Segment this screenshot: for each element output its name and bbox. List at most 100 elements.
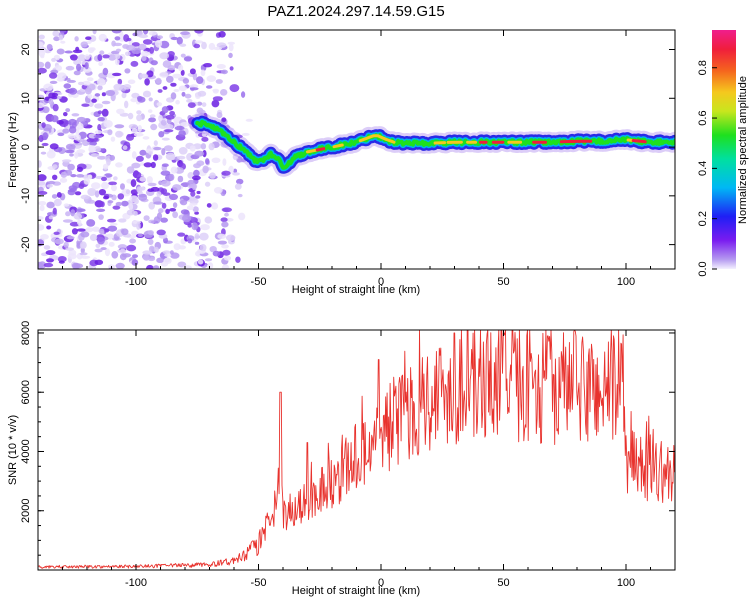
noise-point bbox=[207, 262, 214, 269]
noise-point bbox=[137, 233, 143, 237]
noise-point bbox=[136, 221, 141, 230]
noise-point bbox=[102, 163, 109, 170]
noise-point bbox=[95, 243, 101, 248]
noise-point bbox=[94, 103, 104, 109]
noise-point bbox=[161, 202, 167, 209]
noise-point bbox=[114, 53, 121, 60]
noise-point bbox=[94, 190, 100, 198]
noise-point bbox=[194, 241, 200, 245]
noise-point bbox=[206, 85, 213, 89]
noise-point bbox=[108, 181, 117, 186]
noise-point bbox=[121, 92, 127, 99]
noise-point bbox=[76, 166, 83, 172]
noise-point bbox=[160, 188, 168, 195]
noise-point bbox=[65, 247, 74, 251]
noise-point bbox=[85, 227, 94, 233]
noise-point bbox=[46, 201, 55, 209]
noise-point bbox=[135, 155, 144, 162]
noise-point bbox=[98, 189, 106, 196]
noise-point bbox=[223, 255, 232, 261]
colorbar-gradient bbox=[712, 30, 736, 269]
noise-point bbox=[170, 92, 177, 100]
noise-point bbox=[131, 151, 137, 159]
noise-point bbox=[60, 40, 66, 44]
noise-point bbox=[209, 172, 216, 179]
noise-point bbox=[63, 203, 70, 207]
noise-point bbox=[245, 118, 253, 122]
noise-point bbox=[130, 60, 139, 67]
noise-point bbox=[153, 140, 158, 147]
noise-point bbox=[193, 163, 201, 169]
noise-point bbox=[169, 193, 178, 201]
noise-point bbox=[38, 49, 46, 57]
noise-point bbox=[98, 214, 104, 220]
noise-point bbox=[87, 199, 96, 204]
noise-point bbox=[200, 69, 206, 77]
noise-point bbox=[163, 237, 168, 244]
noise-point bbox=[100, 247, 107, 251]
noise-point bbox=[172, 211, 179, 219]
noise-point bbox=[125, 44, 136, 51]
noise-point bbox=[124, 68, 131, 74]
noise-point bbox=[67, 253, 77, 260]
noise-point bbox=[47, 180, 56, 185]
noise-point bbox=[51, 57, 57, 62]
noise-point bbox=[73, 213, 83, 220]
noise-point bbox=[158, 114, 163, 121]
noise-point bbox=[101, 176, 107, 182]
noise-point bbox=[192, 175, 201, 181]
noise-point bbox=[73, 70, 81, 76]
noise-point bbox=[78, 183, 85, 190]
noise-point bbox=[48, 98, 54, 105]
noise-point bbox=[126, 37, 132, 42]
noise-point bbox=[127, 79, 136, 85]
noise-point bbox=[89, 233, 98, 242]
noise-point bbox=[68, 87, 78, 95]
noise-point bbox=[169, 173, 175, 181]
noise-point bbox=[56, 72, 67, 80]
noise-point bbox=[204, 181, 211, 187]
noise-point bbox=[115, 130, 123, 138]
noise-point bbox=[144, 78, 150, 86]
noise-point bbox=[201, 136, 209, 142]
noise-point bbox=[86, 219, 96, 227]
noise-point bbox=[59, 30, 67, 33]
noise-point bbox=[98, 228, 105, 234]
noise-point bbox=[38, 261, 44, 269]
noise-point bbox=[101, 108, 109, 117]
noise-point bbox=[100, 201, 105, 208]
noise-point bbox=[172, 184, 182, 191]
noise-point bbox=[92, 30, 97, 35]
noise-point bbox=[150, 123, 158, 131]
noise-point bbox=[98, 61, 104, 67]
noise-point bbox=[160, 119, 167, 126]
noise-point bbox=[125, 51, 131, 57]
noise-point bbox=[213, 187, 223, 194]
noise-point bbox=[99, 50, 105, 55]
noise-point bbox=[130, 189, 139, 196]
noise-point bbox=[38, 67, 47, 74]
ridge-peak-segment bbox=[315, 147, 326, 152]
noise-point bbox=[158, 131, 165, 138]
noise-point bbox=[79, 241, 87, 249]
noise-point bbox=[156, 191, 162, 197]
noise-point bbox=[191, 222, 198, 231]
noise-point bbox=[178, 147, 188, 155]
noise-point bbox=[150, 60, 158, 66]
noise-point bbox=[132, 254, 138, 258]
noise-point bbox=[76, 116, 87, 123]
noise-point bbox=[69, 153, 74, 157]
noise-point bbox=[71, 122, 77, 129]
noise-point bbox=[189, 202, 198, 206]
noise-point bbox=[108, 54, 117, 61]
noise-point bbox=[169, 110, 176, 116]
noise-point bbox=[131, 259, 139, 266]
noise-point bbox=[179, 43, 187, 47]
noise-point bbox=[159, 52, 170, 60]
noise-point bbox=[58, 34, 64, 41]
noise-point bbox=[59, 177, 68, 183]
noise-point bbox=[196, 101, 203, 106]
noise-point bbox=[58, 260, 65, 264]
noise-point bbox=[119, 253, 127, 261]
noise-point bbox=[220, 89, 228, 96]
